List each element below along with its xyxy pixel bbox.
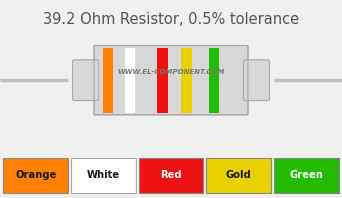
Bar [71, 158, 136, 192]
Bar [3, 158, 68, 192]
Bar [274, 158, 339, 192]
Text: 39.2 Ohm Resistor, 0.5% tolerance: 39.2 Ohm Resistor, 0.5% tolerance [43, 12, 299, 27]
FancyBboxPatch shape [94, 46, 248, 115]
Text: Gold: Gold [226, 170, 251, 180]
Text: Orange: Orange [15, 170, 56, 180]
Bar [206, 158, 271, 192]
FancyBboxPatch shape [244, 60, 269, 101]
Bar [103, 48, 113, 113]
Text: Green: Green [289, 170, 323, 180]
Bar [209, 48, 219, 113]
FancyBboxPatch shape [73, 60, 98, 101]
Text: WWW.EL-COMPONENT.COM: WWW.EL-COMPONENT.COM [117, 69, 225, 75]
Bar [125, 48, 135, 113]
Bar [157, 48, 168, 113]
Text: Red: Red [160, 170, 182, 180]
Bar [139, 158, 203, 192]
Bar [181, 48, 192, 113]
Text: White: White [87, 170, 120, 180]
